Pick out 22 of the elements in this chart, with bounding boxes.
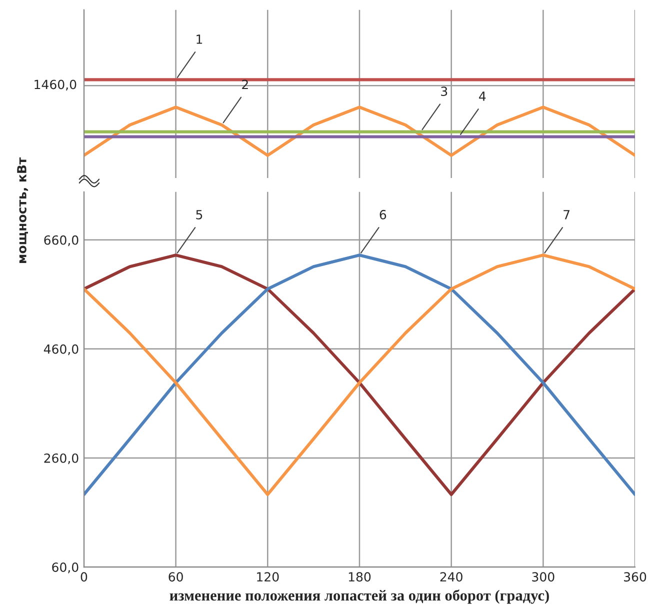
x-tick-label: 0 — [80, 572, 88, 582]
annotation: 1 — [196, 34, 202, 44]
x-tick-label: 120 — [257, 572, 279, 582]
annotation: 6 — [380, 210, 386, 220]
y-axis-title: мощность, кВт — [17, 157, 28, 263]
annotation: 3 — [441, 86, 448, 96]
y-tick-label: 60,0 — [52, 562, 78, 574]
y-tick-label: 260,0 — [44, 453, 78, 464]
line-series — [84, 254, 636, 496]
annotation: 5 — [196, 210, 202, 220]
y-tick-label: 660,0 — [44, 235, 78, 246]
annotation: 7 — [564, 210, 570, 220]
annotation: 2 — [242, 80, 248, 89]
x-axis-title: изменение положения лопастей за один оборот (градус) — [170, 590, 549, 604]
x-tick-label: 300 — [532, 572, 554, 582]
x-tick-label: 360 — [624, 572, 646, 582]
x-tick-label: 60 — [168, 572, 183, 582]
annotation: 4 — [479, 92, 486, 101]
x-tick-label: 180 — [348, 572, 371, 582]
text: 1460,0 — [34, 80, 76, 90]
y-tick-label: 460,0 — [44, 344, 78, 356]
x-tick-label: 240 — [440, 572, 462, 582]
